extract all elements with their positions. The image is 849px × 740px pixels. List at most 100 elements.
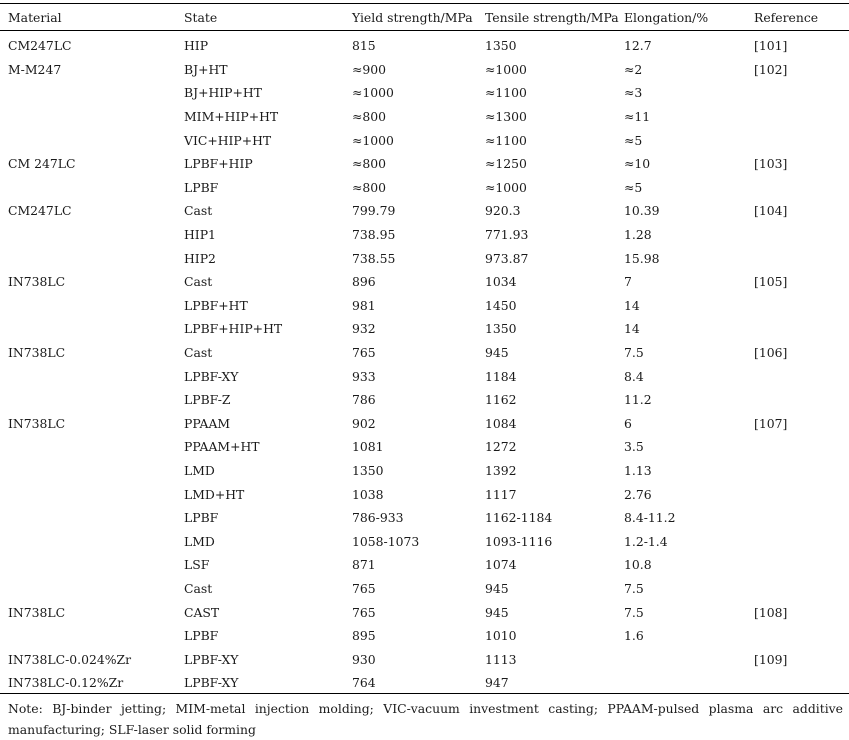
elongation-cell (624, 647, 754, 671)
tensile-strength-cell: 1074 (485, 557, 517, 573)
yield-strength-cell: 933 (352, 368, 376, 384)
yield-strength-cell: 896 (352, 274, 376, 290)
material-cell (0, 128, 184, 152)
material-cell (0, 176, 184, 200)
reference-cell (754, 105, 849, 129)
yield-strength-cell: 738.55 (352, 250, 396, 266)
tensile-strength-cell: 1162 (485, 392, 517, 408)
table-row: PPAAM+HT 1081 1272 3.5 (0, 435, 849, 459)
table-row: LSF 871 1074 10.8 (0, 553, 849, 577)
material-cell (0, 223, 184, 247)
material-cell (0, 435, 184, 459)
elongation-cell: 10.39 (624, 203, 660, 219)
state-cell: LPBF+HIP (184, 156, 253, 172)
yield-strength-cell: 932 (352, 321, 376, 337)
table-row: LMD 1058-1073 1093-1116 1.2-1.4 (0, 529, 849, 553)
material-cell (0, 577, 184, 601)
elongation-cell: 10.8 (624, 557, 652, 573)
state-cell: Cast (184, 345, 213, 361)
reference-cell (754, 81, 849, 105)
state-cell: HIP (184, 38, 209, 54)
table-row: M-M247 BJ+HT ≈900 ≈1000 ≈2 [102] (0, 58, 849, 82)
tensile-strength-cell: 1184 (485, 368, 517, 384)
state-cell: LSF (184, 557, 210, 573)
table-header-row: Material State Yield strength/MPa Tensil… (0, 5, 849, 30)
elongation-cell: 12.7 (624, 38, 652, 54)
tensile-strength-cell: ≈1250 (485, 156, 527, 172)
tensile-strength-cell: 1392 (485, 462, 517, 478)
state-cell: LPBF-XY (184, 675, 239, 691)
tensile-strength-cell: 947 (485, 675, 509, 691)
table-row: LPBF ≈800 ≈1000 ≈5 (0, 176, 849, 200)
table-row: LMD+HT 1038 1117 2.76 (0, 482, 849, 506)
yield-strength-cell: 930 (352, 651, 376, 667)
material-cell (0, 81, 184, 105)
elongation-cell: ≈5 (624, 132, 643, 148)
table-row: IN738LC Cast 896 1034 7 [105] (0, 270, 849, 294)
yield-strength-cell: 981 (352, 297, 376, 313)
yield-strength-cell: ≈800 (352, 179, 387, 195)
elongation-cell: 7 (624, 274, 632, 290)
table-row: IN738LC PPAAM 902 1084 6 [107] (0, 412, 849, 436)
tensile-strength-cell: 1084 (485, 415, 517, 431)
reference-cell: [107] (754, 415, 788, 431)
table-body: CM247LC HIP 815 1350 12.7 [101] M-M247 BJ+HT ≈9… (0, 30, 849, 695)
header-tensile-strength: Tensile strength/MPa (485, 10, 619, 25)
tensile-strength-cell: 945 (485, 580, 509, 596)
reference-cell (754, 624, 849, 648)
material-cell: CM247LC (8, 38, 72, 54)
material-cell (0, 624, 184, 648)
header-material: Material (8, 10, 62, 25)
table-row: IN738LC-0.024%Zr LPBF-XY 930 1113 [109] (0, 647, 849, 671)
state-cell: BJ+HIP+HT (184, 85, 262, 101)
reference-cell (754, 482, 849, 506)
state-cell: HIP2 (184, 250, 216, 266)
reference-cell (754, 246, 849, 270)
header-state: State (184, 10, 218, 25)
material-cell: CM247LC (8, 203, 72, 219)
table-row: LPBF 895 1010 1.6 (0, 624, 849, 648)
state-cell: LPBF (184, 179, 219, 195)
table-row: IN738LC Cast 765 945 7.5 [106] (0, 341, 849, 365)
tensile-strength-cell: 945 (485, 604, 509, 620)
yield-strength-cell: 895 (352, 628, 376, 644)
table-row: VIC+HIP+HT ≈1000 ≈1100 ≈5 (0, 128, 849, 152)
yield-strength-cell: ≈900 (352, 61, 387, 77)
elongation-cell: 14 (624, 297, 640, 313)
table-row: HIP2 738.55 973.87 15.98 (0, 246, 849, 270)
material-cell (0, 294, 184, 318)
table-row: IN738LC CAST 765 945 7.5 [108] (0, 600, 849, 624)
properties-table: Material State Yield strength/MPa Tensil… (0, 5, 849, 695)
tensile-strength-cell: ≈1000 (485, 179, 527, 195)
material-cell (0, 388, 184, 412)
elongation-cell: ≈5 (624, 179, 643, 195)
elongation-cell: 2.76 (624, 486, 652, 502)
table-header-rule (0, 30, 849, 31)
material-cell: CM 247LC (8, 156, 76, 172)
reference-cell (754, 388, 849, 412)
yield-strength-cell: ≈1000 (352, 85, 394, 101)
reference-cell (754, 176, 849, 200)
yield-strength-cell: ≈1000 (352, 132, 394, 148)
tensile-strength-cell: ≈1100 (485, 85, 527, 101)
table-note: Note: BJ-binder jetting; MIM-metal injec… (8, 701, 843, 737)
elongation-cell: 7.5 (624, 580, 644, 596)
reference-cell: [102] (754, 61, 788, 77)
table-row: LPBF 786-933 1162-1184 8.4-11.2 (0, 506, 849, 530)
material-cell: IN738LC (8, 274, 66, 290)
material-cell: IN738LC-0.12%Zr (8, 675, 124, 691)
material-cell: M-M247 (8, 61, 62, 77)
state-cell: LPBF+HT (184, 297, 248, 313)
elongation-cell: 8.4-11.2 (624, 510, 676, 526)
tensile-strength-cell: ≈1100 (485, 132, 527, 148)
state-cell: HIP1 (184, 227, 216, 243)
elongation-cell: ≈3 (624, 85, 643, 101)
state-cell: CAST (184, 604, 220, 620)
elongation-cell: 1.13 (624, 462, 652, 478)
table-row: HIP1 738.95 771.93 1.28 (0, 223, 849, 247)
reference-cell: [109] (754, 651, 788, 667)
yield-strength-cell: 871 (352, 557, 376, 573)
elongation-cell: 6 (624, 415, 632, 431)
reference-cell: [105] (754, 274, 788, 290)
state-cell: Cast (184, 274, 213, 290)
